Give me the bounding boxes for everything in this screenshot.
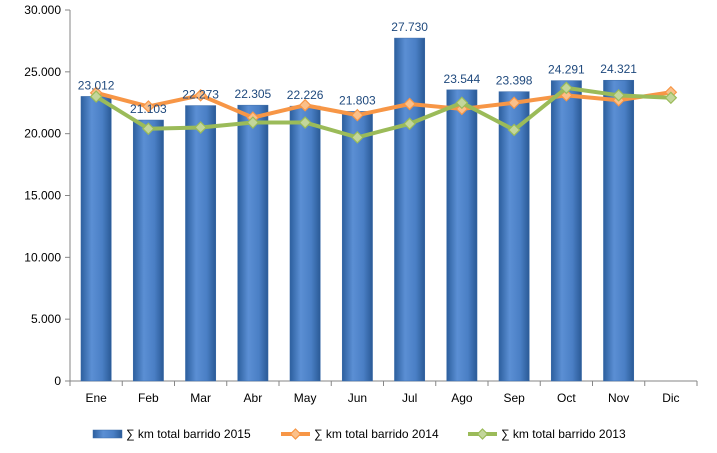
series-2014-point [507, 96, 521, 110]
x-tick-label: Abr [244, 391, 263, 405]
series-2013-point [351, 131, 364, 144]
bar-2015 [341, 111, 373, 382]
x-tick-label: May [294, 391, 317, 405]
data-label-2015: 27.730 [391, 20, 428, 34]
y-tick-label: 10.000 [24, 250, 61, 264]
bar-2015 [237, 104, 269, 382]
legend-swatch-2015 [92, 429, 123, 439]
bar-2015 [80, 96, 112, 382]
series-2013-point [142, 122, 155, 136]
data-labels: 23.012 21.103 22.273 22.305 22.226 21.803 27.7… [78, 20, 638, 116]
bar-2015 [185, 105, 217, 382]
series-2014-point [142, 100, 155, 113]
series-2013-point [298, 116, 312, 129]
legend-swatch-marker [289, 428, 302, 440]
bar-2015 [446, 89, 478, 382]
series-2014-point [298, 98, 312, 112]
data-label-2015: 24.291 [548, 63, 585, 77]
line-series [89, 81, 678, 144]
x-tick-label: Mar [190, 391, 211, 405]
legend-label: ∑ km total barrido 2015 [126, 427, 251, 441]
legend-label: ∑ km total barrido 2014 [314, 427, 439, 441]
series-2013-point [507, 123, 521, 137]
y-tick-label: 15.000 [24, 189, 61, 203]
data-label-2015: 22.305 [235, 87, 272, 101]
y-tick-label: 0 [54, 374, 61, 388]
bar-2015 [132, 119, 164, 382]
x-tick-label: Feb [138, 391, 159, 405]
x-tick-label: Jul [402, 391, 417, 405]
data-label-2015: 22.273 [182, 88, 219, 102]
bar-2015 [394, 37, 426, 382]
series-2013-point [89, 90, 103, 103]
legend-swatch-marker [476, 428, 489, 440]
axes: 0 5.000 10.000 15.000 20.000 25.000 30.000 Ene F… [24, 3, 698, 405]
series-2013-point [664, 91, 678, 105]
legend: ∑ km total barrido 2015 ∑ km total barrid… [92, 427, 626, 441]
series-2013-point [403, 117, 416, 131]
series-2013-point [246, 116, 260, 129]
bar-2015 [498, 91, 530, 382]
x-tick-label: Oct [557, 391, 576, 405]
data-label-2015: 21.103 [130, 102, 167, 116]
series-2013-point [455, 96, 469, 110]
x-tick-label: Sep [503, 391, 525, 405]
x-tick-label: Ene [85, 391, 107, 405]
series-2013-point [194, 121, 207, 134]
bar-series-2015 [80, 37, 635, 382]
y-tick-label: 30.000 [24, 3, 61, 17]
data-label-2015: 22.226 [287, 88, 324, 102]
series-2013-point [612, 88, 625, 102]
bar-2015 [550, 80, 582, 382]
bar-2015 [289, 105, 321, 382]
y-tick-label: 20.000 [24, 127, 61, 141]
data-label-2015: 21.803 [339, 93, 376, 107]
y-tick-label: 5.000 [31, 312, 61, 326]
x-tick-label: Jun [348, 391, 367, 405]
data-label-2015: 23.544 [444, 72, 481, 86]
data-label-2015: 23.012 [78, 78, 115, 92]
x-tick-label: Ago [451, 391, 473, 405]
data-label-2015: 24.321 [600, 62, 637, 76]
y-tick-label: 25.000 [24, 65, 61, 79]
series-2014-line [94, 90, 673, 120]
series-2013-point [560, 81, 573, 95]
series-2014-point [351, 108, 364, 122]
legend-label: ∑ km total barrido 2013 [501, 427, 626, 441]
series-2014-point [194, 88, 207, 102]
x-tick-label: Nov [608, 391, 629, 405]
data-label-2015: 23.398 [496, 74, 533, 88]
series-2014-point [403, 97, 416, 111]
x-tick-label: Dic [662, 391, 679, 405]
bar-2015 [603, 79, 635, 382]
series-2013-line [94, 85, 673, 140]
